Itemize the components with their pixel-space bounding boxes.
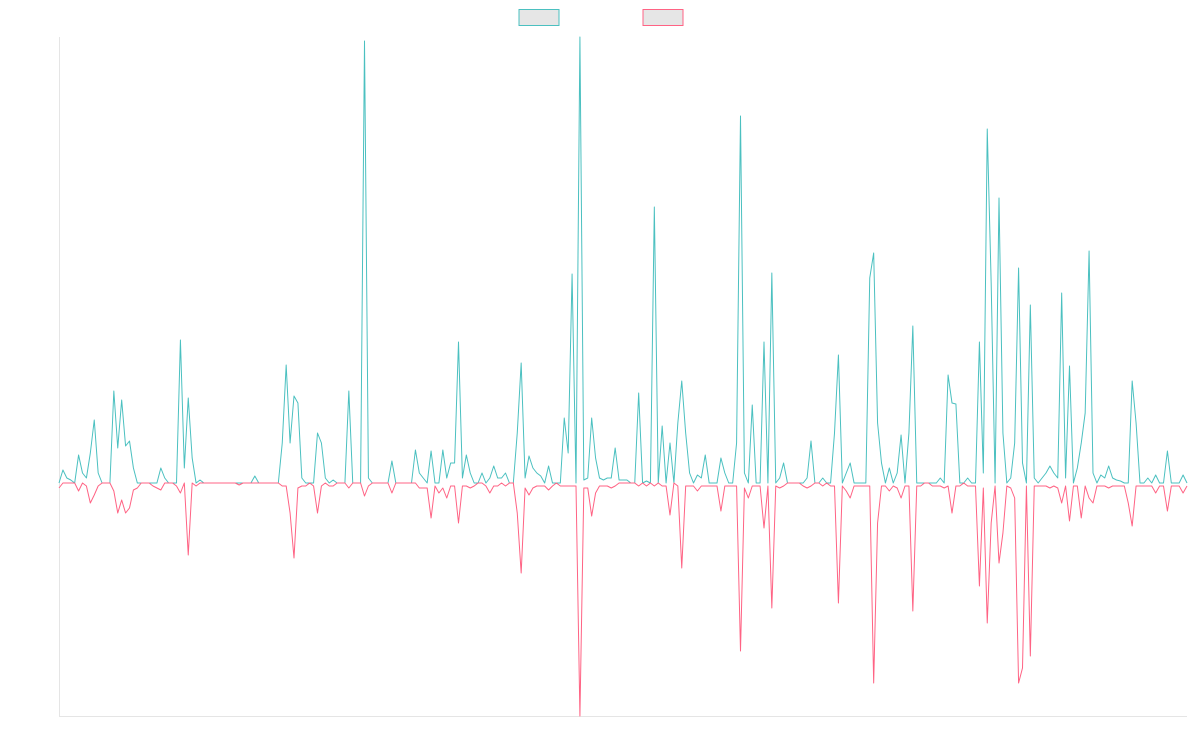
data-line xyxy=(58,482,1188,717)
legend-swatch xyxy=(642,9,684,26)
data-line xyxy=(58,36,1188,484)
legend-swatch xyxy=(518,9,560,26)
